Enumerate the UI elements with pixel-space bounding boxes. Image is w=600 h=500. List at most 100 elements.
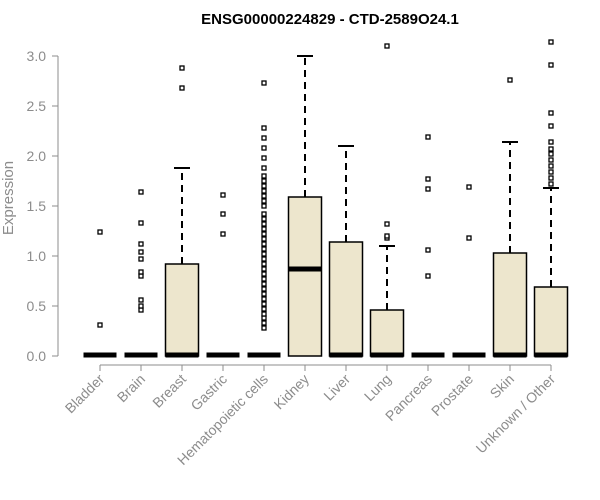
outlier-point [425, 134, 431, 140]
outlier-point [548, 110, 554, 116]
outlier-point [507, 77, 513, 83]
outlier-point [261, 165, 267, 171]
outlier-point [261, 301, 267, 307]
outlier-point [220, 231, 226, 237]
outlier-point [261, 246, 267, 252]
outlier-point [261, 173, 267, 179]
box-breast [164, 65, 200, 358]
outlier-point [220, 211, 226, 217]
box-brain [124, 189, 158, 358]
outlier-point [261, 198, 267, 204]
box-bladder [83, 229, 117, 358]
outlier-point [548, 163, 554, 169]
outlier-point [97, 229, 103, 235]
outlier-point [261, 251, 267, 257]
box-body [492, 252, 528, 357]
y-tick-label: 3.0 [27, 48, 47, 64]
outlier-point [261, 286, 267, 292]
outlier-point [138, 241, 144, 247]
box-gastric [206, 192, 240, 358]
outlier-point [425, 176, 431, 182]
outlier-point [138, 297, 144, 303]
outlier-point [138, 256, 144, 262]
outlier-point [548, 62, 554, 68]
chart-title: ENSG00000224829 - CTD-2589O24.1 [201, 11, 459, 28]
outlier-point [138, 269, 144, 275]
outlier-point [138, 303, 144, 309]
box-lung [369, 43, 405, 358]
outlier-point [261, 266, 267, 272]
outlier-point [261, 211, 267, 217]
outlier-point [261, 226, 267, 232]
outlier-point [261, 241, 267, 247]
outlier-point [425, 273, 431, 279]
outlier-point [548, 151, 554, 157]
outlier-point [548, 139, 554, 145]
y-tick-label: 2.0 [27, 148, 47, 164]
outlier-point [425, 247, 431, 253]
outlier-point [384, 221, 390, 227]
x-tick-label: Liver [320, 371, 353, 404]
outlier-point [261, 221, 267, 227]
outlier-point [548, 169, 554, 175]
y-tick-label: 0.0 [27, 348, 47, 364]
box-kidney [287, 55, 323, 357]
box-body [533, 286, 569, 357]
outlier-point [179, 65, 185, 71]
box-body [287, 196, 323, 357]
x-tick-label: Prostate [428, 371, 476, 419]
outlier-point [261, 306, 267, 312]
outlier-point [261, 203, 267, 209]
outlier-point [261, 216, 267, 222]
outlier-point [466, 184, 472, 190]
y-tick-label: 0.5 [27, 298, 47, 314]
y-tick-label: 2.5 [27, 98, 47, 114]
outlier-point [548, 157, 554, 163]
y-axis-label: Expression [0, 161, 17, 235]
outlier-point [179, 85, 185, 91]
box-prostate [452, 184, 486, 358]
outlier-point [261, 145, 267, 151]
outlier-point [384, 43, 390, 49]
outlier-point [261, 135, 267, 141]
y-tick-label: 1.5 [27, 198, 47, 214]
outlier-point [548, 123, 554, 129]
x-tick-label: Kidney [271, 371, 313, 413]
y-axis: 0.0 0.5 1.0 1.5 2.0 2.5 3.0 [27, 48, 59, 364]
outlier-point [138, 249, 144, 255]
outlier-point [548, 39, 554, 45]
outlier-point [261, 271, 267, 277]
box-plots [83, 39, 569, 358]
box-pancreas [411, 134, 445, 358]
outlier-point [261, 193, 267, 199]
outlier-point [261, 231, 267, 237]
x-tick-label: Breast [149, 371, 189, 411]
outlier-point [261, 188, 267, 194]
outlier-point [261, 261, 267, 267]
box-liver [328, 145, 364, 358]
outlier-point [425, 186, 431, 192]
box-body [164, 263, 200, 357]
outlier-point [548, 175, 554, 181]
outlier-point [261, 325, 267, 331]
outlier-point [261, 320, 267, 326]
box-body [328, 241, 364, 357]
outlier-point [261, 183, 267, 189]
outlier-point [261, 178, 267, 184]
outlier-point [261, 311, 267, 317]
outlier-point [261, 256, 267, 262]
box-unknown-other [533, 39, 569, 358]
outlier-point [261, 80, 267, 86]
outlier-point [261, 276, 267, 282]
box-body [369, 309, 405, 357]
y-tick-label: 1.0 [27, 248, 47, 264]
outlier-point [138, 189, 144, 195]
x-tick-label: Lung [361, 371, 394, 404]
outlier-point [261, 125, 267, 131]
outlier-point [466, 235, 472, 241]
x-tick-label: Brain [114, 371, 148, 405]
box-skin [492, 77, 528, 358]
outlier-point [384, 233, 390, 239]
